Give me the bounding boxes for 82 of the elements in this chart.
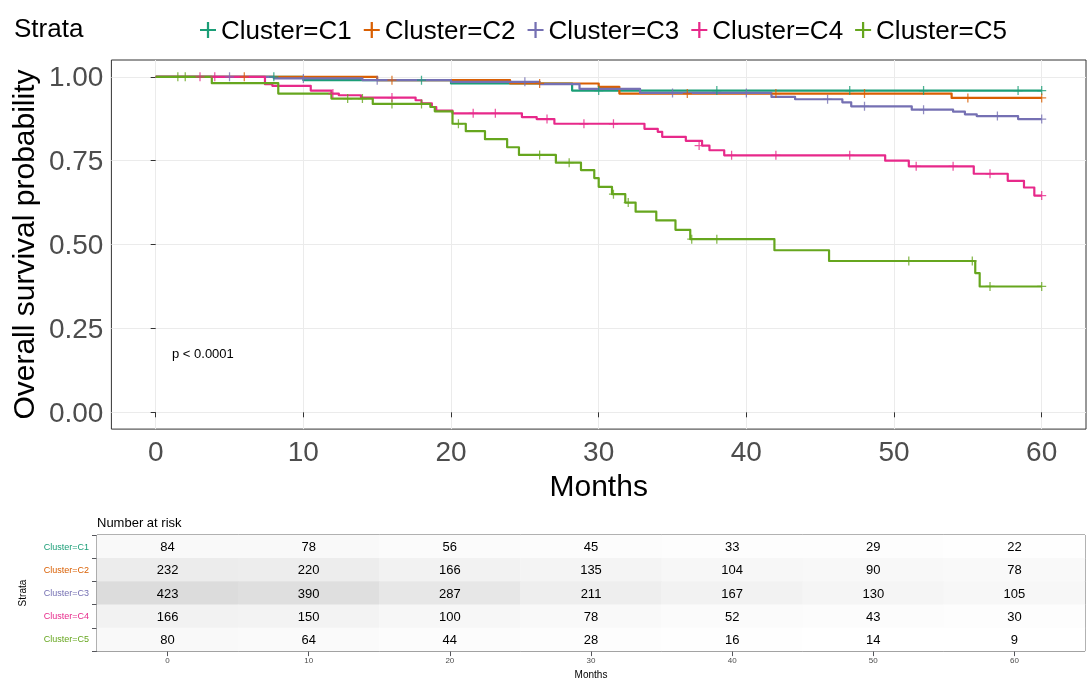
data-label: 166 xyxy=(156,608,179,624)
data-label: 220 xyxy=(297,562,320,578)
legend-label: Cluster=C2 xyxy=(384,15,516,45)
data-label: 390 xyxy=(297,585,320,601)
data-label: 166 xyxy=(439,562,461,578)
legend-label: Cluster=C5 xyxy=(876,15,1007,45)
x-tick-label: 30 xyxy=(586,655,596,665)
data-label: 28 xyxy=(583,631,599,647)
data-label: 211 xyxy=(580,585,602,601)
legend-title: Strata xyxy=(14,13,84,43)
data-label: 232 xyxy=(156,562,179,578)
legend-label: Cluster=C4 xyxy=(712,15,844,45)
x-tick-label: 20 xyxy=(445,655,455,665)
x-tick-label: 60 xyxy=(1009,655,1020,665)
x-tick-label: 50 xyxy=(878,435,910,467)
point xyxy=(579,119,589,129)
data-label: 45 xyxy=(583,539,599,555)
y-tick-label: 0.25 xyxy=(48,312,104,344)
point xyxy=(694,141,704,151)
data-label: 423 xyxy=(156,585,179,601)
y-tick-label: Cluster=C4 xyxy=(43,611,89,622)
point xyxy=(387,75,397,85)
data-label: 22 xyxy=(1007,539,1022,555)
y-tick-label: 0.00 xyxy=(48,396,104,428)
y-axis-title: Strata xyxy=(16,579,28,607)
data-label: 150 xyxy=(297,608,320,624)
data-label: 56 xyxy=(442,539,458,555)
data-label: 52 xyxy=(724,608,740,624)
x-axis-title: Months xyxy=(549,468,648,502)
point xyxy=(195,72,205,82)
x-tick-label: 10 xyxy=(304,655,314,665)
data-label: 287 xyxy=(439,585,461,601)
x-tick-label: 40 xyxy=(730,435,762,467)
data-label: 64 xyxy=(301,631,316,647)
data-label: 43 xyxy=(866,608,881,624)
data-label: 30 xyxy=(1007,608,1022,624)
x-tick-label: 10 xyxy=(287,435,319,467)
x-tick-label: 20 xyxy=(435,435,467,467)
data-label: 78 xyxy=(1007,562,1022,578)
legend-label: Cluster=C1 xyxy=(221,15,352,45)
y-tick-label: Cluster=C5 xyxy=(43,634,89,645)
y-tick-label: Cluster=C1 xyxy=(43,541,89,552)
y-tick-label: Cluster=C2 xyxy=(43,564,89,575)
x-tick-label: 30 xyxy=(583,435,615,467)
y-axis-title: Overall survival probability xyxy=(6,69,40,420)
x-tick-label: 0 xyxy=(147,435,164,467)
point xyxy=(771,150,781,160)
data-label: 33 xyxy=(724,539,740,555)
chart-title: Number at risk xyxy=(97,515,183,530)
point xyxy=(771,89,781,99)
data-label: 100 xyxy=(439,608,461,624)
x-tick-label: 0 xyxy=(165,655,171,665)
data-label: 16 xyxy=(724,631,740,647)
x-tick-label: 50 xyxy=(868,655,879,665)
annotation: p < 0.0001 xyxy=(172,346,234,361)
data-label: 167 xyxy=(721,585,743,601)
point xyxy=(328,89,338,99)
point xyxy=(1013,86,1023,96)
data-label: 29 xyxy=(866,539,881,555)
data-label: 105 xyxy=(1003,585,1026,601)
data-label: 9 xyxy=(1010,631,1019,647)
point xyxy=(985,281,995,291)
point xyxy=(948,161,958,171)
data-label: 135 xyxy=(580,562,602,578)
y-tick-label: 0.50 xyxy=(48,229,104,261)
y-tick-label: 0.75 xyxy=(48,145,104,177)
y-tick-label: Cluster=C3 xyxy=(43,588,89,599)
x-axis-title: Months xyxy=(574,668,608,680)
x-tick-label: 60 xyxy=(1026,435,1058,467)
data-label: 80 xyxy=(160,631,175,647)
data-label: 84 xyxy=(160,539,175,555)
data-label: 104 xyxy=(721,562,743,578)
x-tick-label: 40 xyxy=(727,655,738,665)
data-label: 90 xyxy=(866,562,881,578)
data-label: 44 xyxy=(442,631,458,647)
data-label: 14 xyxy=(866,631,881,647)
data-label: 130 xyxy=(862,585,885,601)
data-label: 78 xyxy=(301,539,316,555)
legend-label: Cluster=C3 xyxy=(548,15,680,45)
point xyxy=(985,169,995,179)
y-tick-label: 1.00 xyxy=(48,61,104,93)
data-label: 78 xyxy=(583,608,599,624)
